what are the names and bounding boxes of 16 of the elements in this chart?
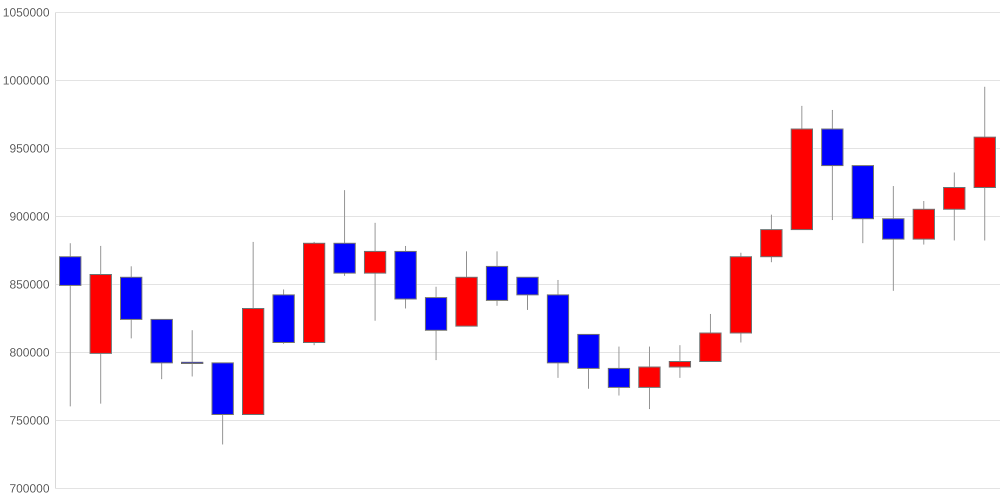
candlestick [364, 222, 386, 322]
candlestick [181, 330, 204, 377]
y-tick-label: 1000000 [2, 74, 50, 88]
y-tick-label: 950000 [9, 142, 50, 156]
candlestick [516, 276, 539, 310]
y-tick-label: 750000 [9, 414, 50, 428]
y-tick-label: 700000 [9, 482, 50, 496]
candlestick [943, 172, 966, 241]
y-tick-label: 800000 [9, 346, 50, 360]
candlestick [668, 344, 692, 378]
y-tick-label: 850000 [9, 278, 50, 292]
candlestick [608, 346, 630, 396]
y-tick-label: 1050000 [2, 6, 50, 20]
candlestick [638, 346, 661, 410]
candlestick [882, 186, 904, 292]
y-tick-label: 900000 [9, 210, 50, 224]
